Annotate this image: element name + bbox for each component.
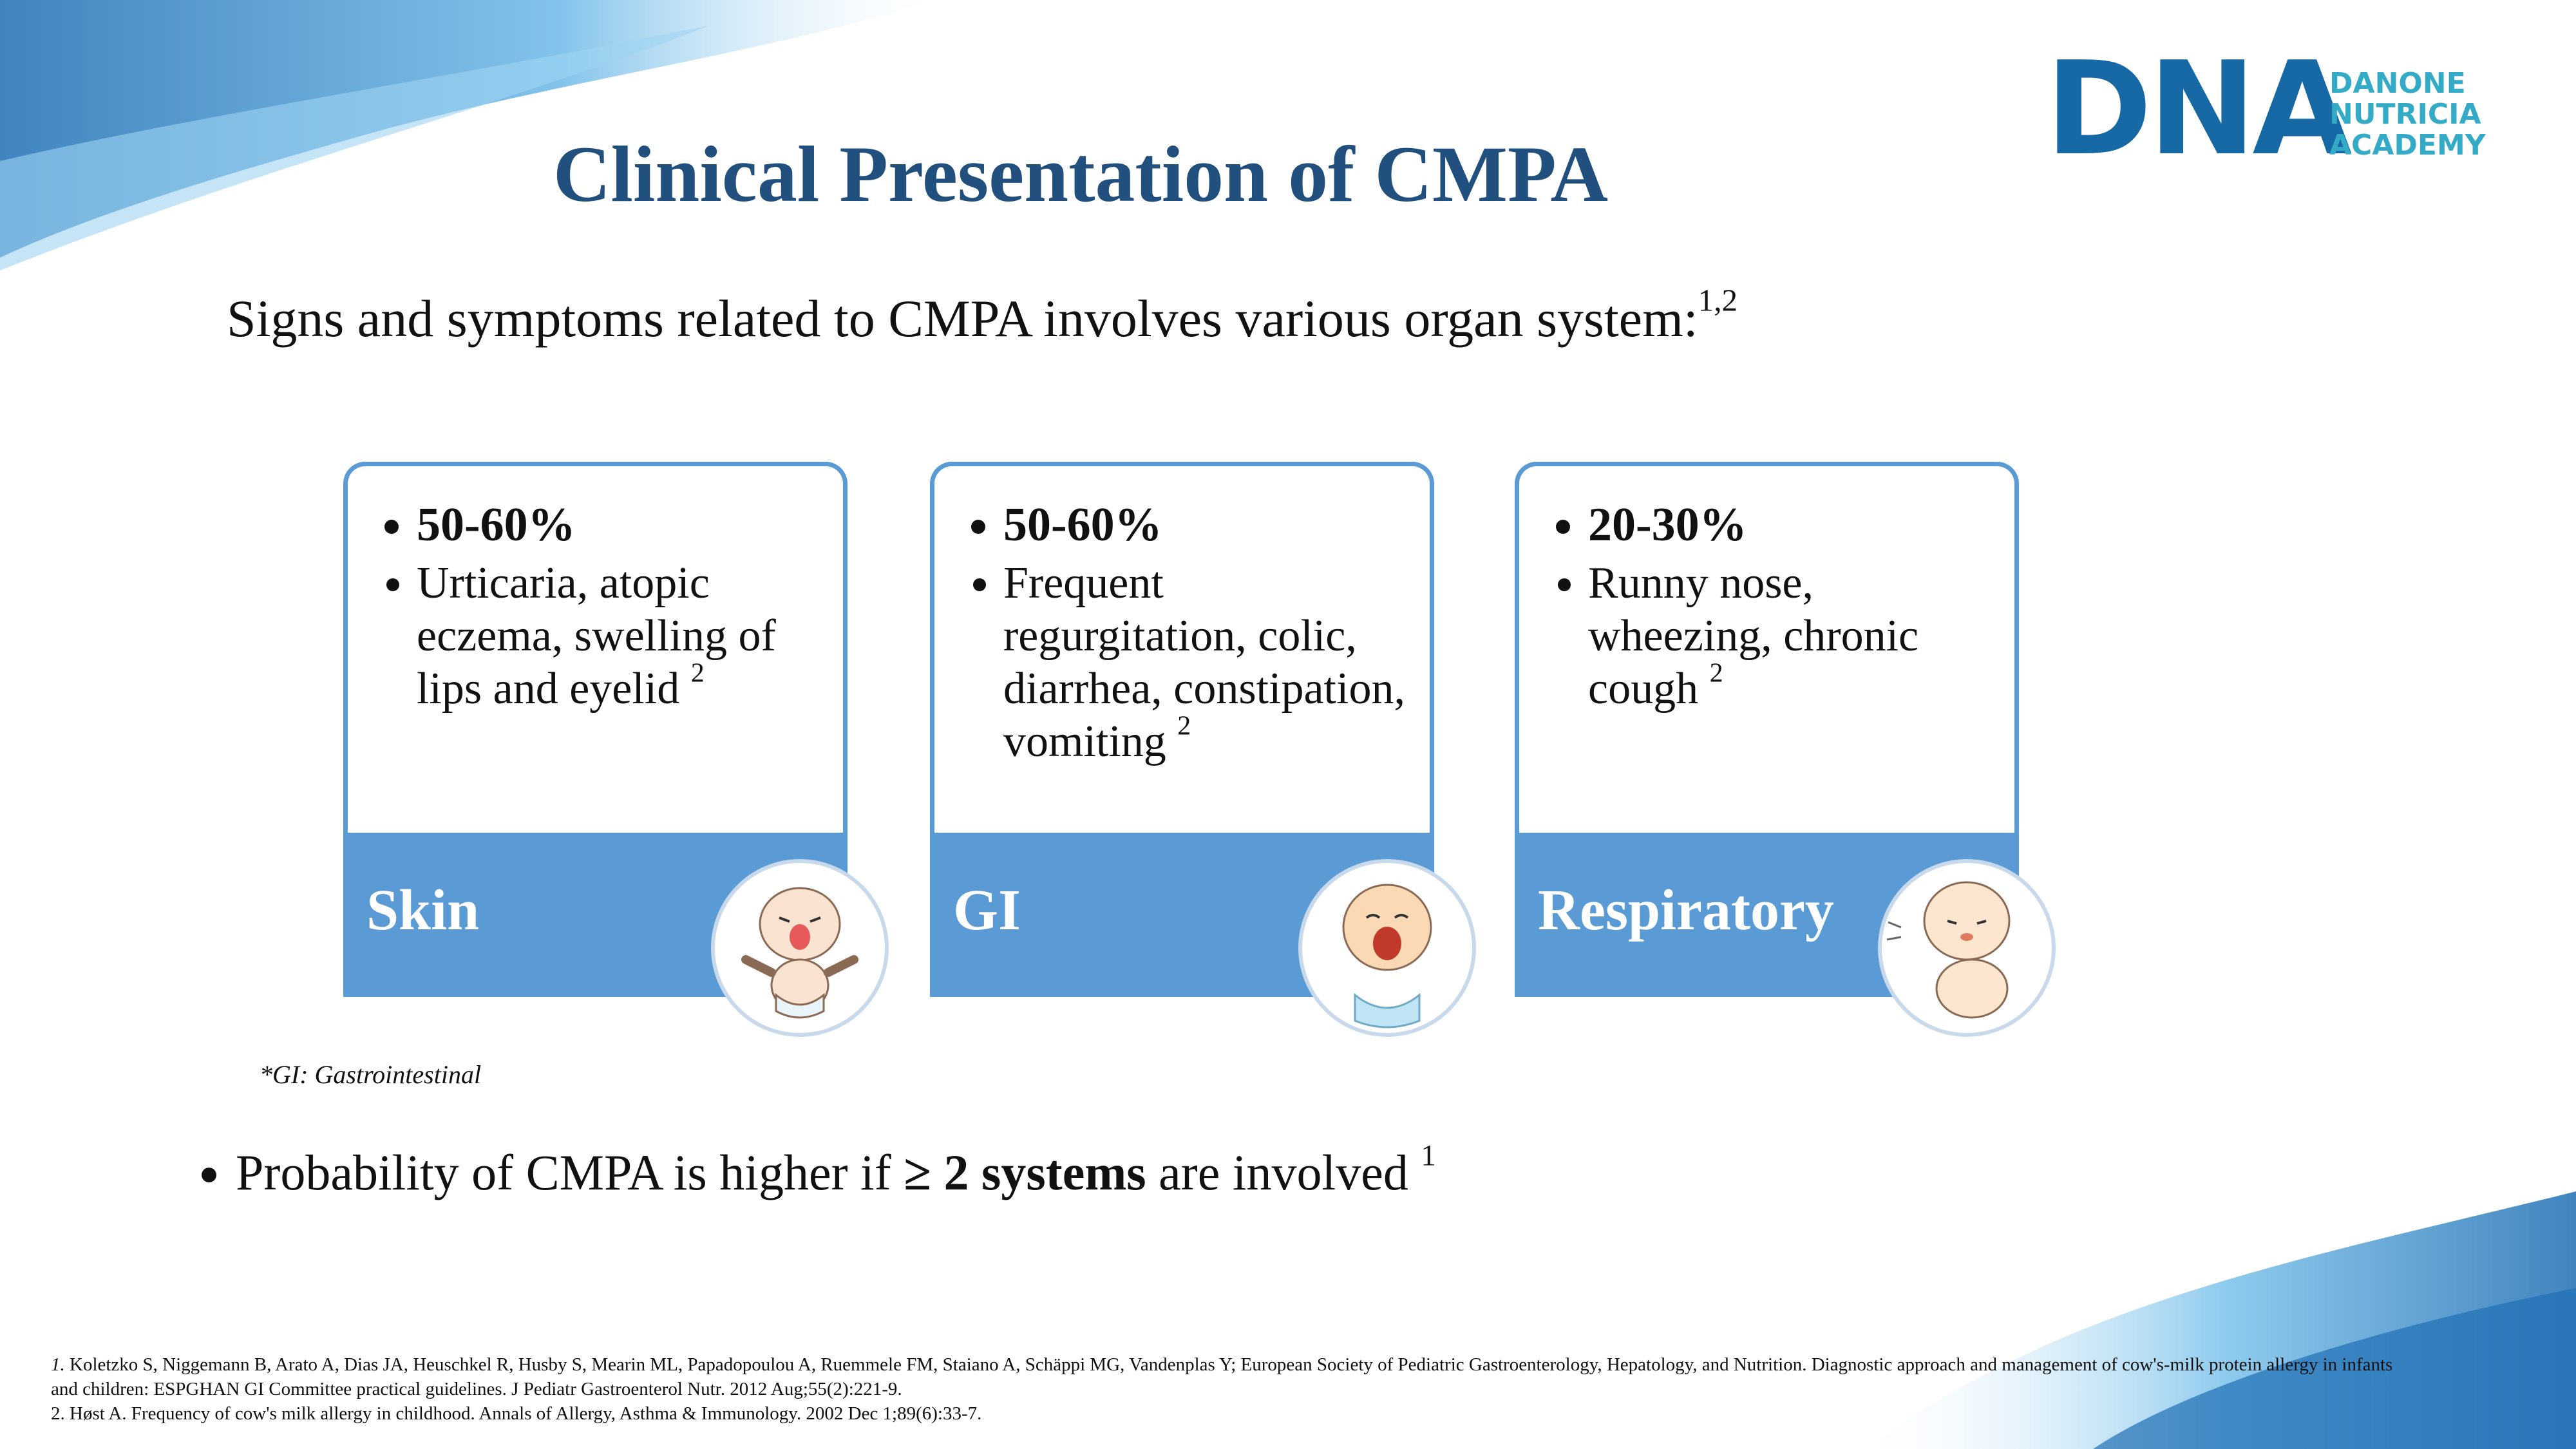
swoosh [0,26,708,270]
logo-word: DANONE [2329,67,2466,100]
percent: 50-60% [1003,493,1416,557]
citation: 1 [1421,1139,1436,1173]
bold-text: ≥ 2 systems [904,1144,1146,1200]
symptoms: Runny nose, wheezing, chronic cough 2 [1588,557,2000,715]
citation: 2 [1709,658,1723,688]
citation: 2 [690,658,705,688]
baby-icon [1878,859,2056,1037]
card-frame [1515,462,2019,842]
baby-icon [711,859,889,1037]
symptoms-text: Runny nose, wheezing, chronic cough [1588,558,1919,714]
symptoms-text: Frequent regurgitation, colic, diarrhea,… [1003,558,1405,766]
footnote: *GI: Gastrointestinal [260,1060,482,1089]
card-frame [930,462,1434,842]
subtitle: Signs and symptoms related to CMPA invol… [227,285,1738,349]
references: 1. Koletzko S, Niggemann B, Arato A, Dia… [51,1352,2401,1426]
reference: 1. Koletzko S, Niggemann B, Arato A, Dia… [51,1352,2401,1401]
citation: 2 [1177,711,1191,741]
logo-word: ACADEMY [2329,129,2486,162]
symptoms-text: Urticaria, atopic eczema, swelling of li… [417,558,776,714]
text: are involved [1159,1144,1408,1200]
card-list: 20-30% Runny nose, wheezing, chronic cou… [1556,493,2000,715]
subtitle-text: Signs and symptoms related to CMPA invol… [227,289,1698,348]
reference: 2. Høst A. Frequency of cow's milk aller… [51,1401,2401,1426]
card-label: GI [953,878,1021,942]
card-label: Skin [366,878,480,942]
percent-text: 50-60% [1003,498,1162,551]
swoosh [0,0,934,258]
logo-mark: DNA [2045,34,2352,184]
swoosh [2093,1288,2576,1449]
key-point: Probability of CMPA is higher if ≥ 2 sys… [178,1141,1436,1202]
card-label: Respiratory [1538,878,1834,942]
reference-text: Koletzko S, Niggemann B, Arato A, Dias J… [51,1354,2393,1399]
percent: 20-30% [1588,493,2000,557]
text: Probability of CMPA is higher if [236,1144,891,1200]
symptoms: Frequent regurgitation, colic, diarrhea,… [1003,557,1416,768]
logo-word: NUTRICIA [2329,98,2481,131]
reference-number: 2. [51,1403,65,1424]
percent-text: 50-60% [417,498,576,551]
percent-text: 20-30% [1588,498,1747,551]
reference-text: Høst A. Frequency of cow's milk allergy … [70,1403,982,1424]
card-frame [343,462,848,842]
citation: 1,2 [1698,282,1738,318]
reference-number: 1. [51,1354,65,1375]
card-list: 50-60% Frequent regurgitation, colic, di… [971,493,1416,768]
key-point-item: Probability of CMPA is higher if ≥ 2 sys… [236,1141,1436,1202]
title: Clinical Presentation of CMPA [553,130,1609,218]
card-list: 50-60% Urticaria, atopic eczema, swellin… [384,493,829,715]
percent: 50-60% [417,493,829,557]
symptoms: Urticaria, atopic eczema, swelling of li… [417,557,829,715]
baby-icon [1298,859,1476,1037]
